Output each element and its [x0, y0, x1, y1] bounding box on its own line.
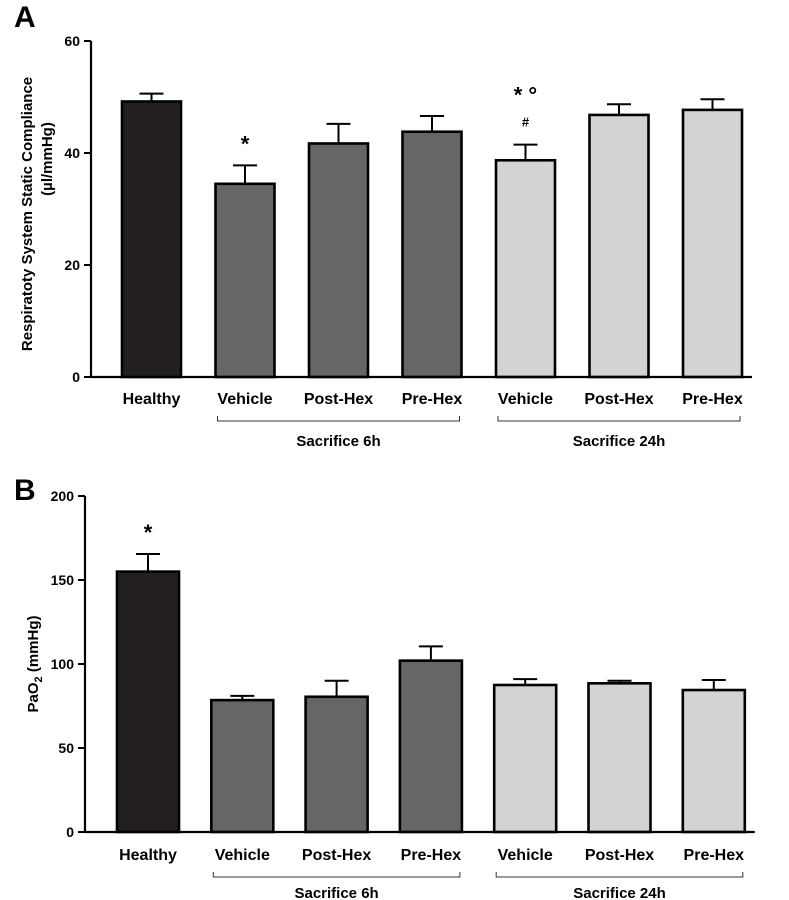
category-label: Pre-Hex: [682, 391, 743, 408]
category-label: Healthy: [123, 391, 181, 408]
y-axis-label: PaO2 (mmHg): [25, 616, 45, 713]
category-label: Vehicle: [498, 847, 553, 864]
y-axis-label-unit: (mmHg): [25, 616, 42, 677]
group-bracket: [497, 416, 741, 422]
y-axis-label-unit: (µl/mmHg): [39, 122, 56, 196]
panel-letter: A: [14, 1, 36, 34]
group-label: Sacrifice 6h: [294, 885, 378, 900]
bar-post-hex-2: [304, 695, 369, 834]
y-axis-label: Respiratoty System Static Compliance: [19, 77, 36, 351]
bar-healthy-0: [115, 570, 181, 834]
category-label: Pre-Hex: [402, 391, 463, 408]
group-label: Sacrifice 24h: [573, 433, 666, 450]
y-tick-label: 60: [64, 33, 80, 49]
panel-a: A Healthy Vehicle Post-Hex Pre-Hex Vehicle Pos…: [14, 1, 752, 450]
category-label: Pre-Hex: [401, 847, 462, 864]
bar-post-hex-2: [307, 142, 370, 379]
category-label: Pre-Hex: [684, 847, 745, 864]
panel-letter: B: [14, 474, 36, 507]
y-tick-label: 100: [51, 656, 75, 672]
group-bracket: [217, 416, 460, 422]
bar-post-hex-5: [588, 113, 650, 379]
bar-vehicle-4: [492, 683, 558, 834]
bar-vehicle-1: [214, 182, 276, 379]
y-axis-label-subscript: 2: [33, 676, 45, 682]
category-label: Vehicle: [498, 391, 553, 408]
y-tick-label: 150: [51, 572, 75, 588]
significance-marker: *: [241, 131, 250, 156]
group-bracket: [212, 872, 461, 878]
significance-marker: * °: [514, 83, 537, 108]
category-label: Vehicle: [215, 847, 270, 864]
bar-pre-hex-3: [398, 659, 464, 834]
significance-marker: #: [522, 115, 530, 130]
group-label: Sacrifice 6h: [296, 433, 380, 450]
group-bracket: [495, 872, 744, 878]
significance-marker: *: [144, 520, 153, 545]
y-axis-label-main: PaO: [25, 682, 42, 712]
y-tick-label: 40: [64, 145, 80, 161]
panel-b: B Healthy Vehicle Post-Hex Pre-Hex Vehicle Pos…: [14, 474, 755, 900]
bar-pre-hex-6: [681, 108, 744, 379]
category-label: Post-Hex: [584, 391, 653, 408]
y-tick-label: 0: [66, 824, 74, 840]
bar-vehicle-1: [210, 698, 275, 834]
category-label: Post-Hex: [302, 847, 371, 864]
y-tick-label: 200: [51, 488, 75, 504]
category-label: Healthy: [119, 847, 177, 864]
y-tick-label: 50: [58, 740, 74, 756]
group-label: Sacrifice 24h: [573, 885, 666, 900]
bar-post-hex-5: [587, 682, 652, 834]
category-label: Vehicle: [217, 391, 272, 408]
y-tick-label: 20: [64, 257, 80, 273]
category-label: Post-Hex: [304, 391, 373, 408]
bar-pre-hex-3: [401, 130, 463, 379]
bar-healthy-0: [120, 100, 183, 379]
category-label: Post-Hex: [585, 847, 654, 864]
bar-pre-hex-6: [681, 688, 747, 834]
y-tick-label: 0: [72, 369, 80, 385]
bar-vehicle-4: [494, 158, 557, 379]
